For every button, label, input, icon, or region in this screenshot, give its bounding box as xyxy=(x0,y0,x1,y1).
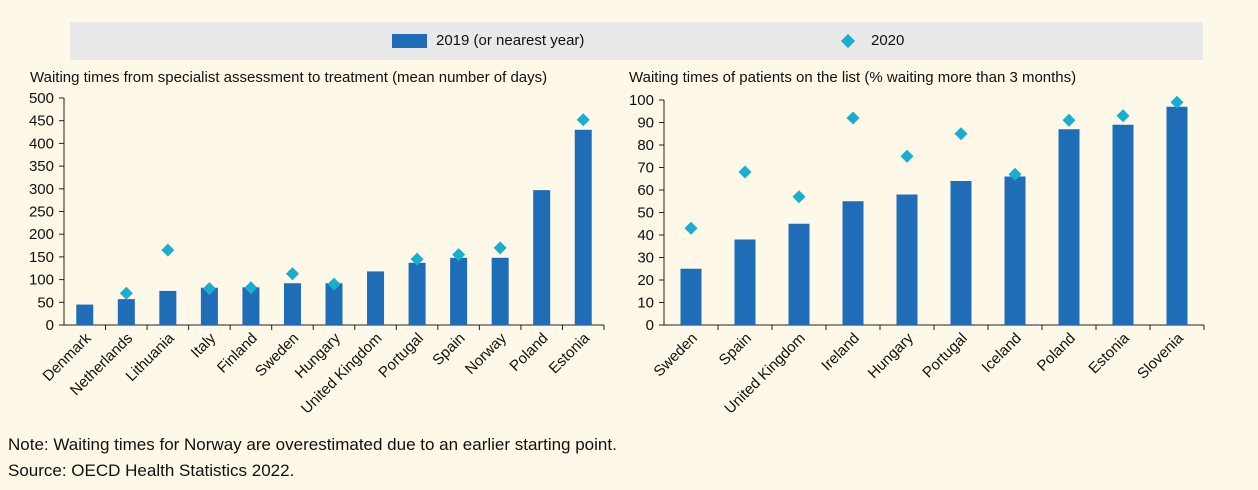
left-marker-2020 xyxy=(202,282,216,296)
left-category-label: Estonia xyxy=(546,329,594,377)
legend: 2019 (or nearest year) 2020 xyxy=(70,22,1203,60)
left-y-tick-label: 450 xyxy=(29,113,54,130)
left-bar xyxy=(574,129,592,325)
left-marker-2020 xyxy=(327,277,341,291)
left-y-tick-label: 400 xyxy=(29,135,54,152)
left-category-label: Portugal xyxy=(375,330,427,382)
legend-bar-swatch xyxy=(392,34,427,48)
left-y-tick-label: 50 xyxy=(37,294,54,311)
left-y-tick-label: 300 xyxy=(29,181,54,198)
right-y-tick-label: 70 xyxy=(637,160,654,177)
left-marker-2020 xyxy=(452,248,466,262)
left-marker-2020 xyxy=(576,113,590,127)
right-y-tick-label: 0 xyxy=(646,317,654,334)
right-bar xyxy=(842,201,864,325)
right-marker-2020 xyxy=(1062,113,1076,127)
left-chart-title: Waiting times from specialist assessment… xyxy=(30,69,548,86)
right-category-label: Sweden xyxy=(650,330,700,380)
right-bar xyxy=(950,181,972,325)
right-bar xyxy=(1166,106,1188,325)
right-bar xyxy=(788,223,810,325)
right-y-tick-label: 50 xyxy=(637,205,654,222)
left-marker-2020 xyxy=(244,281,258,295)
left-y-tick-label: 350 xyxy=(29,158,54,175)
left-bar xyxy=(408,262,426,325)
left-bar xyxy=(367,271,385,325)
left-bar xyxy=(283,283,301,325)
right-category-label: Hungary xyxy=(865,329,917,381)
right-marker-2020 xyxy=(1170,95,1184,109)
right-bar xyxy=(1058,129,1080,325)
left-marker-2020 xyxy=(410,252,424,266)
left-bar xyxy=(491,257,509,325)
right-marker-2020 xyxy=(900,149,914,163)
right-marker-2020 xyxy=(738,165,752,179)
right-chart-title: Waiting times of patients on the list (%… xyxy=(629,69,1077,86)
note-text: Note: Waiting times for Norway are overe… xyxy=(8,435,617,454)
legend-label-2019: 2019 (or nearest year) xyxy=(436,32,585,49)
left-bar xyxy=(325,283,343,325)
right-category-label: Ireland xyxy=(818,330,862,374)
right-category-label: Portugal xyxy=(919,330,971,382)
left-marker-2020 xyxy=(285,267,299,281)
left-category-label: Italy xyxy=(188,329,220,361)
left-bar xyxy=(200,287,218,325)
left-bar xyxy=(242,287,260,325)
right-category-label: Iceland xyxy=(979,330,1025,376)
left-y-tick-label: 200 xyxy=(29,226,54,243)
right-marker-2020 xyxy=(954,127,968,141)
right-bar xyxy=(896,194,918,325)
right-marker-2020 xyxy=(1116,109,1130,123)
right-marker-2020 xyxy=(792,190,806,204)
left-y-tick-label: 0 xyxy=(46,317,54,334)
right-y-tick-label: 100 xyxy=(629,92,654,109)
left-category-label: Spain xyxy=(429,330,468,369)
right-bar xyxy=(734,239,756,325)
right-y-tick-label: 10 xyxy=(637,295,654,312)
right-y-tick-label: 60 xyxy=(637,182,654,199)
right-y-tick-label: 20 xyxy=(637,272,654,289)
right-marker-2020 xyxy=(1008,167,1022,181)
legend-item-2019: 2019 (or nearest year) xyxy=(392,33,584,49)
right-y-tick-label: 90 xyxy=(637,115,654,132)
right-marker-2020 xyxy=(846,111,860,125)
left-y-tick-label: 250 xyxy=(29,204,54,221)
right-bar xyxy=(680,268,702,325)
left-marker-2020 xyxy=(119,286,133,300)
right-bar xyxy=(1112,124,1134,325)
left-y-tick-label: 150 xyxy=(29,249,54,266)
left-y-tick-label: 500 xyxy=(29,90,54,107)
left-y-tick-label: 100 xyxy=(29,272,54,289)
left-category-label: Poland xyxy=(506,330,551,375)
right-y-tick-label: 30 xyxy=(637,250,654,267)
right-y-tick-label: 40 xyxy=(637,227,654,244)
right-category-label: Spain xyxy=(716,330,755,369)
right-y-tick-label: 80 xyxy=(637,137,654,154)
left-bar xyxy=(159,290,177,325)
legend-label-2020: 2020 xyxy=(871,32,905,49)
left-bar xyxy=(76,304,94,325)
left-bar xyxy=(450,257,468,325)
source-text: Source: OECD Health Statistics 2022. xyxy=(8,461,295,480)
right-bar xyxy=(1004,176,1026,325)
left-bar xyxy=(533,190,551,325)
left-category-label: Norway xyxy=(462,329,510,377)
legend-item-2020: 2020 xyxy=(838,33,904,49)
right-category-label: Slovenia xyxy=(1134,329,1187,382)
right-category-label: Poland xyxy=(1034,330,1079,375)
left-bar xyxy=(117,299,135,325)
left-marker-2020 xyxy=(161,243,175,257)
right-category-label: Estonia xyxy=(1085,329,1133,377)
left-marker-2020 xyxy=(493,241,507,255)
right-marker-2020 xyxy=(684,221,698,235)
